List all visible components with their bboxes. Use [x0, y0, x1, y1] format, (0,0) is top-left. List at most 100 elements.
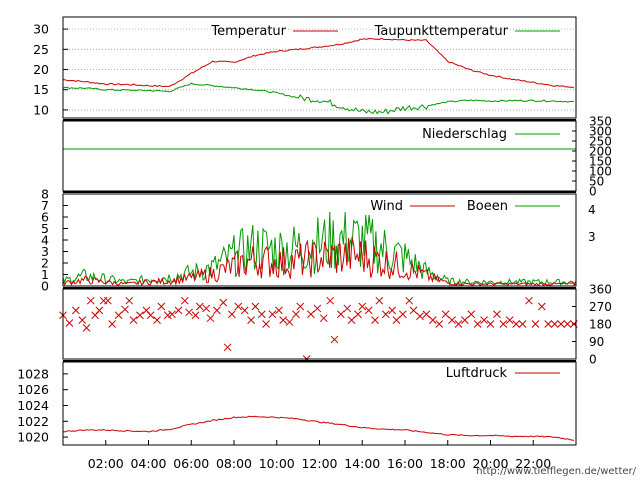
direction-point [441, 310, 450, 319]
direction-point [347, 316, 356, 324]
direction-point [307, 310, 315, 319]
direction-tick-label: 180 [589, 318, 612, 332]
direction-point [257, 310, 266, 319]
direction-point [125, 296, 134, 305]
direction-point [279, 316, 288, 324]
wind-tick-label: 2 [41, 256, 49, 271]
direction-point [202, 304, 211, 313]
wind-tick-label: 4 [41, 233, 49, 248]
time-axis: 02:00 04:00 06:00 08:00 10:00 12:00 14:00 16:00… [63, 119, 576, 471]
legend-gust-label: Boeen [467, 199, 508, 214]
legend-wind-label: Wind [370, 199, 403, 214]
wind-tick-label: 3 [41, 244, 49, 259]
temp-tick-label: 30 [33, 22, 49, 37]
direction-point [82, 324, 91, 332]
direction-point [416, 312, 424, 321]
direction-point [405, 296, 414, 305]
direction-point [337, 310, 345, 319]
temperature-series-line [62, 37, 575, 89]
direction-point [473, 320, 482, 328]
precip-tick-label: 50 [589, 175, 604, 189]
direction-point [234, 302, 243, 311]
legend-pressure-label: Luftdruck [446, 366, 508, 381]
direction-point [174, 306, 183, 315]
direction-point [136, 311, 144, 320]
pressure-tick-label: 1020 [17, 430, 49, 445]
time-tick-label: 20:00 [472, 456, 508, 471]
precip-tick-label: 300 [589, 125, 612, 139]
legend-dewpoint-label: Taupunkttemperatur [374, 24, 509, 39]
direction-point [330, 335, 339, 344]
direction-point [262, 320, 270, 328]
precipitation-legend: Niederschlag [422, 127, 560, 142]
direction-tick-label: 270 [589, 300, 612, 314]
time-tick-label: 06:00 [173, 456, 209, 471]
gust-series-line [62, 211, 577, 287]
legend-precipitation-label: Niederschlag [422, 127, 507, 142]
direction-point [480, 316, 488, 324]
temp-tick-label: 25 [33, 42, 49, 57]
direction-point [371, 316, 379, 324]
direction-point [195, 302, 204, 311]
direction-tick-label: 90 [589, 335, 604, 349]
direction-point [121, 305, 129, 314]
direction-point [240, 306, 249, 315]
direction-point [219, 298, 228, 307]
direction-point [153, 316, 161, 324]
wind-tick-label: 0 [41, 279, 49, 294]
direction-point [146, 311, 155, 320]
time-tick-label: 14:00 [344, 456, 380, 471]
direction-point [275, 306, 283, 315]
direction-point [326, 296, 335, 305]
direction-point [104, 296, 112, 305]
direction-point [364, 306, 373, 315]
pressure-tick-label: 1026 [17, 382, 49, 397]
direction-point [550, 320, 559, 328]
time-tick-label: 16:00 [387, 456, 423, 471]
direction-point [292, 310, 300, 319]
direction-point [319, 314, 328, 323]
precip-tick-label: 0 [589, 185, 597, 199]
direction-point [399, 310, 407, 319]
precip-tick-label: 200 [589, 145, 612, 159]
direction-point [354, 310, 362, 319]
direction-point [435, 320, 444, 328]
direction-point [518, 320, 527, 328]
direction-point [392, 316, 401, 324]
direction-point [78, 316, 87, 324]
direction-tick-label: 360 [589, 283, 612, 297]
direction-point [251, 302, 260, 311]
wind-direction-panel: 0 90 180 270 360 [59, 283, 612, 367]
dewpoint-series-line [62, 82, 574, 115]
direction-point [544, 320, 553, 328]
pressure-series-line [62, 415, 574, 441]
site-credit: http://www.tiefflegen.de/wetter/ [476, 466, 636, 477]
pressure-legend: Luftdruck [446, 366, 560, 381]
direction-point [86, 296, 95, 305]
direction-point [448, 316, 456, 324]
direction-point [268, 310, 277, 319]
direction-point [512, 320, 521, 328]
direction-point [388, 306, 397, 315]
legend-temperature-label: Temperatur [210, 24, 286, 39]
direction-point [428, 316, 437, 324]
wind-right-tick-label: 3 [588, 230, 596, 244]
direction-point [493, 310, 501, 319]
direction-point [114, 311, 123, 320]
direction-point [525, 296, 533, 305]
direction-point [129, 316, 138, 324]
temp-tick-label: 15 [33, 82, 49, 97]
direction-point [467, 310, 476, 319]
direction-frame [62, 288, 577, 360]
direction-point [409, 306, 418, 315]
direction-point [157, 302, 166, 311]
time-tick-label: 04:00 [130, 456, 166, 471]
direction-point [381, 310, 390, 319]
direction-point [108, 320, 117, 328]
time-tick-label: 18:00 [430, 456, 466, 471]
temperature-legend: Temperatur Taupunkttemperatur [210, 24, 560, 39]
